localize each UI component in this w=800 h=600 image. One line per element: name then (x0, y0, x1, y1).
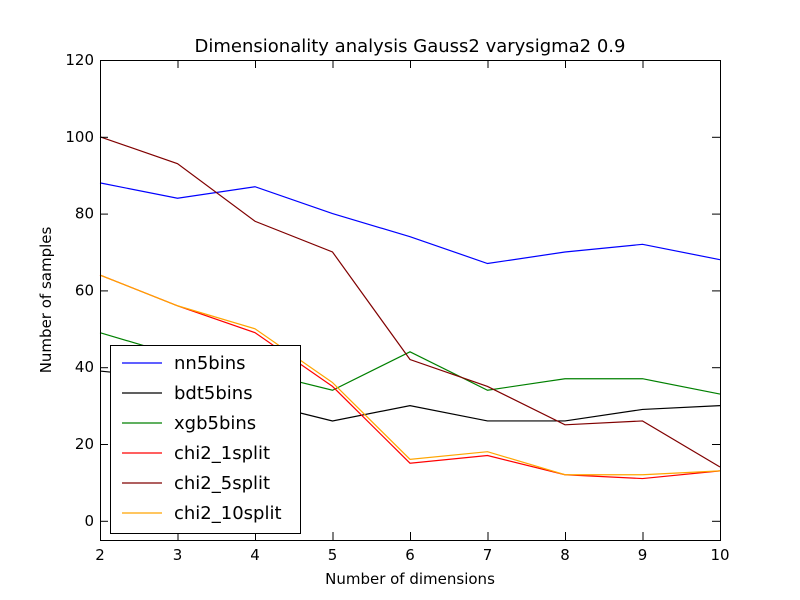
legend-label: xgb5bins (174, 413, 256, 434)
legend-label: chi2_5split (174, 473, 270, 494)
legend-label: nn5bins (174, 353, 245, 374)
x-tick-label: 9 (638, 546, 648, 564)
x-axis-title: Number of dimensions (325, 570, 495, 588)
y-tick-label: 80 (75, 205, 94, 223)
x-tick-label: 3 (173, 546, 183, 564)
y-tick-label: 60 (75, 281, 94, 299)
x-tick-label: 5 (328, 546, 338, 564)
y-tick-label: 120 (65, 51, 94, 69)
x-tick-label: 6 (405, 546, 415, 564)
x-tick-label: 10 (710, 546, 729, 564)
legend: nn5bins bdt5bins xgb5bins chi2_1split chi2_5… (110, 345, 301, 534)
series-line-nn5bins (99, 182, 721, 265)
series-line-chi2-5split (99, 136, 721, 468)
legend-box (110, 345, 301, 534)
y-tick-label: 20 (75, 435, 94, 453)
legend-label: chi2_1split (174, 443, 270, 464)
y-tick-label: 0 (84, 512, 94, 530)
plot-area-frame (100, 60, 721, 541)
series-line-chi2-10split (99, 274, 721, 476)
x-tick-label: 4 (250, 546, 260, 564)
series-line-chi2-1split (99, 274, 721, 480)
x-tick-label: 8 (560, 546, 570, 564)
x-tick-label: 7 (483, 546, 493, 564)
x-tick-label: 2 (95, 546, 105, 564)
legend-label: bdt5bins (174, 383, 253, 404)
y-tick-label: 100 (65, 128, 94, 146)
y-axis-title: Number of samples (37, 227, 55, 374)
y-tick-label: 40 (75, 358, 94, 376)
chart-title: Dimensionality analysis Gauss2 varysigma… (195, 36, 626, 57)
legend-label: chi2_10split (174, 503, 282, 524)
